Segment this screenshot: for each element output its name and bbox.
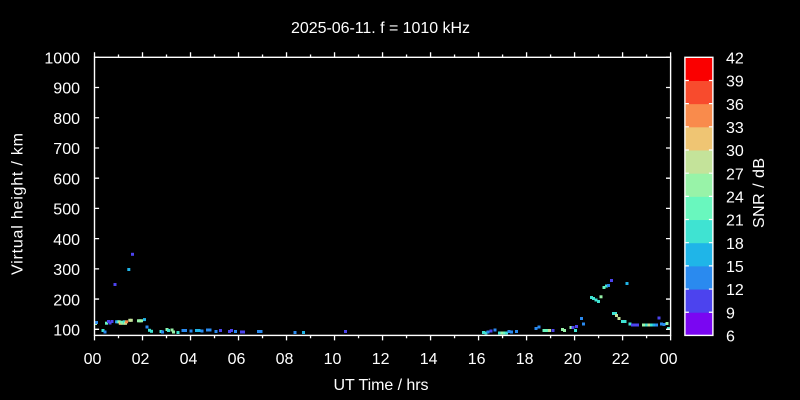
svg-text:15: 15 — [726, 259, 744, 276]
svg-text:UT Time / hrs: UT Time / hrs — [334, 377, 429, 394]
svg-text:27: 27 — [726, 166, 744, 183]
svg-text:22: 22 — [612, 351, 630, 368]
svg-text:16: 16 — [468, 351, 486, 368]
svg-text:700: 700 — [53, 141, 80, 158]
svg-text:900: 900 — [53, 81, 80, 98]
svg-text:00: 00 — [660, 351, 678, 368]
svg-text:100: 100 — [53, 323, 80, 340]
svg-text:12: 12 — [372, 351, 390, 368]
svg-text:600: 600 — [53, 171, 80, 188]
svg-text:04: 04 — [180, 351, 198, 368]
svg-text:1000: 1000 — [44, 51, 80, 68]
svg-text:2025-06-11. f = 1010 kHz: 2025-06-11. f = 1010 kHz — [291, 20, 470, 37]
svg-text:500: 500 — [53, 202, 80, 219]
svg-text:39: 39 — [726, 74, 744, 91]
svg-text:800: 800 — [53, 111, 80, 128]
svg-text:SNR / dB: SNR / dB — [751, 158, 768, 228]
svg-text:6: 6 — [726, 329, 735, 346]
svg-text:300: 300 — [53, 262, 80, 279]
svg-text:400: 400 — [53, 232, 80, 249]
svg-text:30: 30 — [726, 143, 744, 160]
svg-text:21: 21 — [726, 213, 744, 230]
svg-text:20: 20 — [564, 351, 582, 368]
svg-text:18: 18 — [726, 236, 744, 253]
svg-text:08: 08 — [276, 351, 294, 368]
svg-text:Virtual height / km: Virtual height / km — [10, 133, 27, 275]
svg-text:06: 06 — [228, 351, 246, 368]
svg-text:200: 200 — [53, 292, 80, 309]
svg-text:9: 9 — [726, 305, 735, 322]
svg-text:33: 33 — [726, 120, 744, 137]
svg-text:24: 24 — [726, 190, 744, 207]
svg-text:36: 36 — [726, 97, 744, 114]
svg-text:10: 10 — [324, 351, 342, 368]
svg-text:42: 42 — [726, 51, 744, 68]
svg-text:02: 02 — [132, 351, 150, 368]
svg-text:00: 00 — [84, 351, 102, 368]
svg-text:14: 14 — [420, 351, 438, 368]
svg-text:12: 12 — [726, 282, 744, 299]
svg-text:18: 18 — [516, 351, 534, 368]
